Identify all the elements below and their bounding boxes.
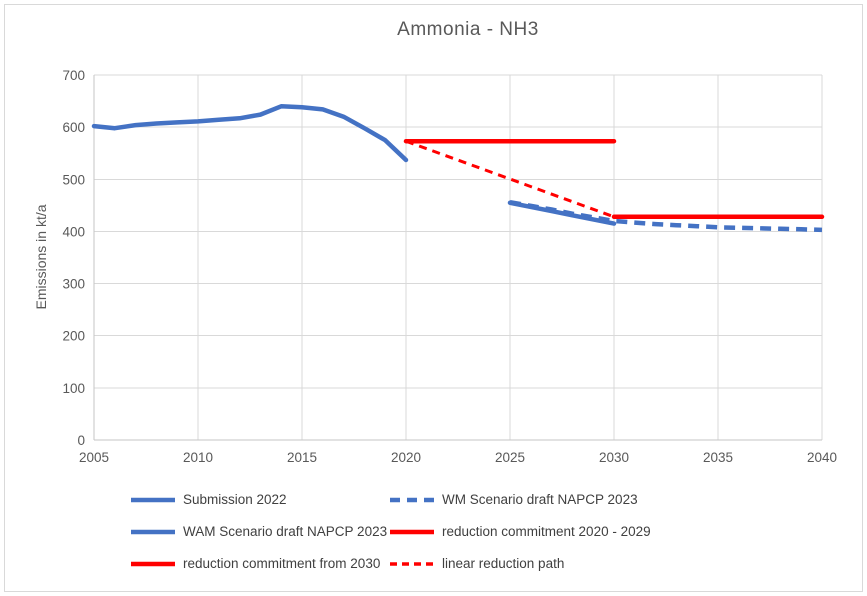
x-tick-label: 2020 — [391, 450, 421, 465]
series-line-submission-2022 — [91, 104, 409, 163]
y-tick-label: 700 — [62, 68, 85, 83]
x-tick-label: 2010 — [183, 450, 213, 465]
y-tick-label: 400 — [62, 224, 85, 239]
y-tick-label: 200 — [62, 329, 85, 344]
series-line-wam-scenario-draft-napcp-2023 — [507, 200, 617, 226]
x-tick-label: 2025 — [495, 450, 525, 465]
series-line-linear-reduction-path — [405, 139, 615, 219]
x-tick-label: 2040 — [807, 450, 837, 465]
y-tick-label: 600 — [62, 120, 85, 135]
chart-title: Ammonia - NH3 — [397, 19, 539, 40]
x-tick-label: 2030 — [599, 450, 629, 465]
x-tick-label: 2005 — [79, 450, 109, 465]
y-tick-label: 100 — [62, 381, 85, 396]
x-tick-label: 2015 — [287, 450, 317, 465]
y-tick-label: 0 — [77, 433, 85, 448]
chart-frame — [4, 4, 863, 592]
series-line-wm-scenario-draft-napcp-2023 — [509, 199, 823, 233]
y-tick-label: 500 — [62, 172, 85, 187]
x-tick-label: 2035 — [703, 450, 733, 465]
y-tick-label: 300 — [62, 277, 85, 292]
